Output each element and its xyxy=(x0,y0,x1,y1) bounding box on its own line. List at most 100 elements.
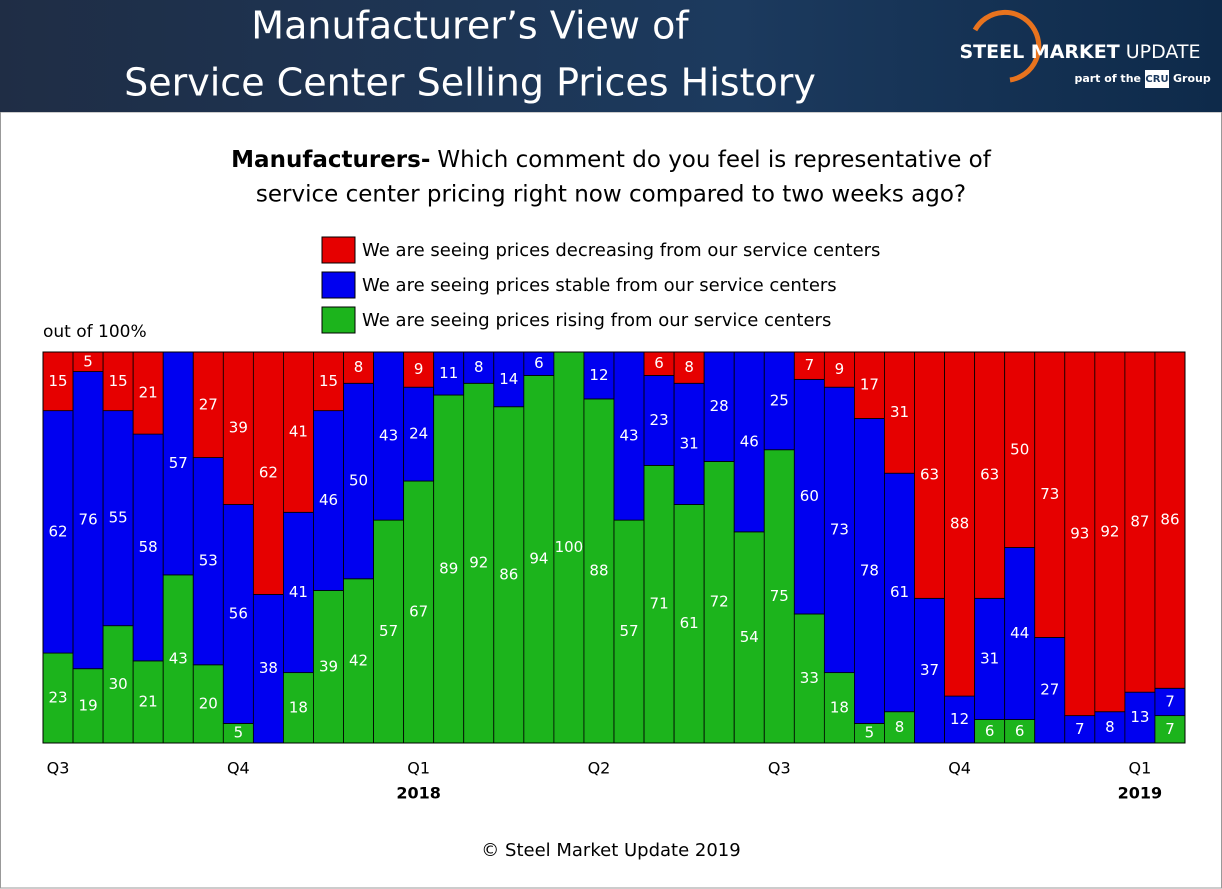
title-line: Service Center Selling Prices History xyxy=(124,61,816,105)
data-label: 6 xyxy=(985,722,995,740)
bar-segment xyxy=(1094,351,1126,713)
data-label: 12 xyxy=(589,366,608,384)
logo-name: STEEL MARKET UPDATE xyxy=(959,41,1200,63)
bar-segment xyxy=(222,504,254,724)
data-label: 21 xyxy=(139,384,158,402)
x-tick-label: Q3 xyxy=(47,759,70,778)
data-label: 31 xyxy=(890,403,909,421)
bar-segment xyxy=(493,406,525,744)
data-label: 92 xyxy=(1100,522,1119,540)
bar-segment xyxy=(283,672,314,744)
data-label: 63 xyxy=(980,466,999,484)
bar-segment xyxy=(1064,351,1096,717)
data-label: 18 xyxy=(830,698,849,716)
data-label: 27 xyxy=(1040,681,1059,699)
data-label: 41 xyxy=(289,423,308,441)
bar-segment xyxy=(252,351,284,595)
x-tick-label: Q3 xyxy=(768,759,791,778)
data-label: 62 xyxy=(259,464,278,482)
data-label: 61 xyxy=(890,583,909,601)
bar-segment xyxy=(823,672,855,744)
data-label: 57 xyxy=(379,622,398,640)
y-note: out of 100% xyxy=(43,322,147,342)
data-label: 11 xyxy=(439,364,458,382)
data-label: 24 xyxy=(409,425,428,443)
data-label: 58 xyxy=(139,538,158,556)
plot-border xyxy=(42,351,1186,744)
data-label: 8 xyxy=(474,358,484,376)
bar-segment xyxy=(1004,547,1036,720)
data-label: 19 xyxy=(79,696,98,714)
logo-group: Group xyxy=(1173,72,1211,85)
data-label: 44 xyxy=(1010,624,1029,642)
data-label: 27 xyxy=(199,395,218,413)
data-label: 23 xyxy=(650,411,669,429)
data-label: 55 xyxy=(109,509,128,527)
bar-segment xyxy=(313,351,344,412)
bar-segment xyxy=(1004,351,1036,548)
data-label: 86 xyxy=(1160,511,1179,529)
data-label: 31 xyxy=(980,649,999,667)
bar-segment xyxy=(583,351,615,400)
data-label: 14 xyxy=(499,370,518,388)
bar-segment xyxy=(493,351,525,408)
data-label: 7 xyxy=(1165,692,1175,710)
data-label: 62 xyxy=(48,522,67,540)
bar-segment xyxy=(793,378,825,615)
data-label: 57 xyxy=(169,454,188,472)
data-label: 73 xyxy=(830,520,849,538)
data-label: 6 xyxy=(534,354,544,372)
data-label: 39 xyxy=(319,657,338,675)
legend-label: We are seeing prices rising from our ser… xyxy=(362,310,831,331)
legend-swatch xyxy=(321,236,356,264)
data-label: 46 xyxy=(319,491,338,509)
data-label: 42 xyxy=(349,651,368,669)
data-label: 37 xyxy=(920,661,939,679)
data-label: 30 xyxy=(109,675,128,693)
x-tick-label: Q1 xyxy=(407,759,430,778)
bar-segment xyxy=(733,531,765,744)
bar-segment xyxy=(283,351,314,513)
bar-segment xyxy=(884,472,915,713)
logo-cru-box xyxy=(1145,70,1169,88)
legend-label: We are seeing prices stable from our ser… xyxy=(362,275,837,296)
data-label: 20 xyxy=(199,694,218,712)
bar-segment xyxy=(823,351,855,388)
data-label: 89 xyxy=(439,560,458,578)
x-tick-label: Q4 xyxy=(948,759,971,778)
legend-swatch xyxy=(321,306,356,334)
data-label: 5 xyxy=(865,724,875,742)
data-label: 87 xyxy=(1130,513,1149,531)
subtitle-bold: Manufacturers- xyxy=(231,147,430,173)
data-label: 9 xyxy=(414,360,424,378)
data-label: 6 xyxy=(1015,722,1025,740)
bar-segment xyxy=(1124,691,1156,744)
data-label: 50 xyxy=(349,472,368,490)
bar-segment xyxy=(252,594,284,744)
bar-segment xyxy=(613,351,645,521)
data-label: 88 xyxy=(589,561,608,579)
x-tick-label: Q2 xyxy=(588,759,611,778)
data-label: 25 xyxy=(770,391,789,409)
legend-label: We are seeing prices decreasing from our… xyxy=(362,240,880,261)
data-label: 41 xyxy=(289,583,308,601)
bar-segment xyxy=(192,457,224,666)
data-label: 43 xyxy=(379,427,398,445)
bar-segment xyxy=(914,351,945,599)
bar-segment xyxy=(673,382,705,505)
bar-segment xyxy=(643,375,675,466)
data-label: 6 xyxy=(654,354,664,372)
data-label: 54 xyxy=(740,628,759,646)
data-label: 46 xyxy=(740,432,759,450)
data-label: 57 xyxy=(619,622,638,640)
data-label: 50 xyxy=(1010,440,1029,458)
bar-segment xyxy=(192,351,224,458)
data-label: 63 xyxy=(920,466,939,484)
data-label: 28 xyxy=(710,397,729,415)
data-label: 15 xyxy=(48,372,67,390)
data-label: 8 xyxy=(895,718,905,736)
data-label: 43 xyxy=(169,649,188,667)
data-label: 61 xyxy=(680,614,699,632)
logo-bold: STEEL MARKET xyxy=(959,41,1119,63)
